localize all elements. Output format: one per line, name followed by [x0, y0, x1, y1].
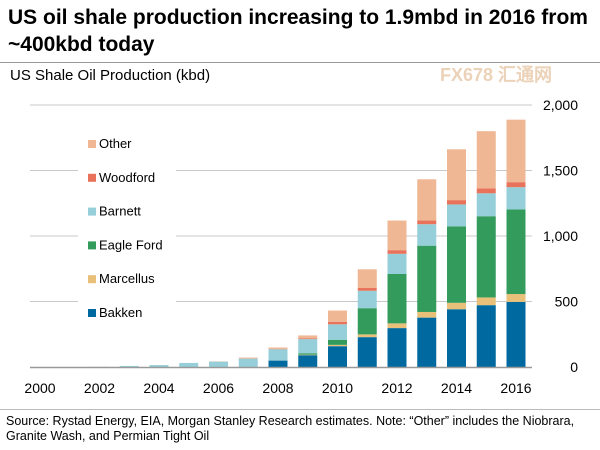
bar-segment-eagle-ford: [447, 226, 466, 303]
page-title: US oil shale production increasing to 1.…: [8, 6, 588, 56]
legend-background: [78, 128, 176, 338]
bar-segment-bakken: [506, 301, 526, 367]
legend-label: Barnett: [99, 204, 141, 219]
x-tick-label: 2006: [203, 380, 234, 396]
bar-segment-marcellus: [328, 344, 347, 347]
x-tick-label: 2010: [322, 380, 353, 396]
x-tick-label: 2002: [84, 380, 115, 396]
bar-segment-marcellus: [387, 323, 407, 329]
source-note: Source: Rystad Energy, EIA, Morgan Stanl…: [6, 414, 575, 443]
bar-segment-other: [268, 347, 288, 349]
bar-segment-other: [387, 220, 407, 251]
bar-segment-woodford: [387, 250, 407, 254]
bar-segment-barnett: [179, 362, 199, 367]
bar-segment-other: [328, 310, 347, 322]
bar-segment-other: [506, 119, 526, 183]
legend-swatch-woodford: [88, 173, 96, 182]
legend-swatch-eagle-ford: [88, 241, 96, 250]
legend-swatch-marcellus: [88, 275, 96, 284]
bar-segment-marcellus: [298, 354, 318, 356]
y-tick-label: 2,000: [543, 97, 578, 113]
bar-segment-marcellus: [447, 302, 466, 310]
bar-segment-woodford: [357, 288, 377, 291]
bar-segment-barnett: [476, 193, 496, 217]
legend-label: Eagle Ford: [99, 237, 163, 252]
y-tick-label: 500: [555, 294, 579, 310]
x-tick-label: 2016: [500, 380, 531, 396]
bar-segment-barnett: [268, 349, 288, 361]
bar-segment-barnett: [209, 361, 228, 367]
bar-segment-marcellus: [417, 311, 437, 318]
bar-segment-other: [417, 179, 437, 221]
chart-plot: 0 500 1,000 1,500 2,000 2000 2002 2004 2006 2008 2…: [24, 97, 579, 396]
bar-segment-woodford: [447, 200, 466, 205]
bar-segment-other: [298, 335, 318, 339]
bar-segment-marcellus: [506, 294, 526, 302]
bar-segment-eagle-ford: [298, 353, 318, 355]
bar-segment-bakken: [268, 360, 288, 367]
legend-label: Other: [99, 136, 132, 151]
bar-segment-barnett: [417, 224, 437, 246]
legend-swatch-bakken: [88, 309, 96, 317]
bar-segment-bakken: [417, 317, 437, 367]
bar-segment-woodford: [298, 338, 318, 340]
legend-swatch-other: [88, 140, 96, 148]
legend-label: Bakken: [99, 305, 142, 320]
bar-segment-woodford: [417, 220, 437, 225]
x-tick-label: 2014: [441, 380, 472, 396]
y-tick-label: 1,000: [543, 228, 578, 244]
bar-segment-eagle-ford: [417, 245, 437, 312]
bar-segment-other: [476, 131, 496, 189]
x-tick-label: 2012: [381, 380, 412, 396]
bar-segment-woodford: [328, 321, 347, 325]
title-divider: [0, 62, 600, 63]
bar-segment-other: [447, 149, 466, 201]
bar-segment-bakken: [447, 309, 466, 367]
bar-segment-barnett: [357, 290, 377, 309]
bar-segment-marcellus: [357, 334, 377, 338]
bar-segment-bakken: [387, 328, 407, 367]
bar-segment-barnett: [506, 187, 526, 210]
legend-label: Marcellus: [99, 271, 155, 286]
bar-segment-bakken: [357, 337, 377, 367]
legend-swatch-barnett: [88, 207, 96, 216]
watermark: FX678 汇通网: [440, 65, 553, 85]
x-tick-label: 2000: [24, 380, 55, 396]
legend-label: Woodford: [99, 170, 155, 185]
source-divider: [0, 409, 600, 410]
bar-segment-bakken: [328, 346, 347, 367]
bar-segment-barnett: [328, 324, 347, 340]
bar-segment-other: [357, 269, 377, 289]
x-tick-label: 2008: [262, 380, 293, 396]
bar-segment-barnett: [447, 204, 466, 227]
bar-segment-barnett: [298, 339, 318, 354]
bar-segment-eagle-ford: [357, 308, 377, 335]
chart-title: US Shale Oil Production (kbd): [10, 67, 211, 84]
bar-segment-eagle-ford: [476, 216, 496, 298]
bar-segment-woodford: [506, 182, 526, 188]
bar-segment-barnett: [238, 358, 258, 367]
bar-segment-barnett: [119, 365, 139, 367]
bar-segment-bakken: [298, 355, 318, 367]
bar-segment-marcellus: [476, 297, 496, 306]
y-tick-label: 1,500: [543, 163, 578, 179]
bar-segment-bakken: [476, 305, 496, 367]
x-tick-label: 2004: [143, 380, 174, 396]
bar-segment-eagle-ford: [328, 339, 347, 345]
bar-segment-eagle-ford: [387, 273, 407, 324]
bar-segment-eagle-ford: [506, 209, 526, 295]
bar-segment-barnett: [387, 253, 407, 274]
bar-segment-barnett: [149, 365, 169, 367]
bar-segment-other: [238, 357, 258, 359]
bar-segment-woodford: [476, 188, 496, 194]
y-tick-label: 0: [570, 359, 578, 375]
